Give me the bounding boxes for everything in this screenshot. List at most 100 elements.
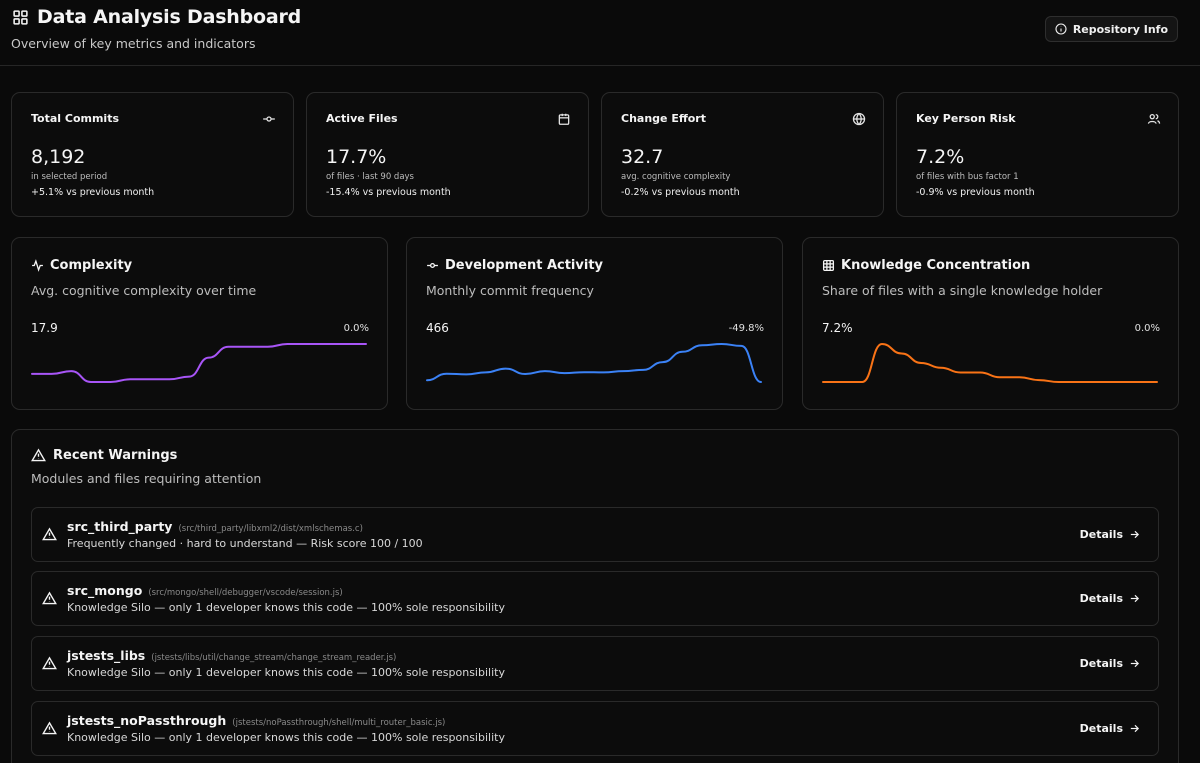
stat-delta: -15.4% vs previous month [326,187,451,198]
warning-triangle-icon [42,527,57,541]
details-label: Details [1079,657,1123,670]
sparkline-path [31,343,367,383]
chart-card-development-activity: Development Activity Monthly commit freq… [406,237,783,410]
warning-description: Knowledge Silo — only 1 developer knows … [67,731,505,744]
chart-subtitle: Avg. cognitive complexity over time [31,283,257,298]
page-title: Data Analysis Dashboard [37,6,302,28]
stat-title: Active Files [326,112,398,125]
warning-file-path: (src/third_party/libxml2/dist/xmlschemas… [178,524,363,534]
stat-note: avg. cognitive complexity [621,172,731,182]
chart-title: Complexity [50,258,133,273]
info-icon [1055,23,1067,35]
stat-title: Key Person Risk [916,112,1016,125]
stat-note: in selected period [31,172,108,182]
chart-card-knowledge-concentration: Knowledge Concentration Share of files w… [802,237,1179,410]
chart-title-row: Development Activity [426,258,603,273]
activity-icon [32,259,43,272]
warning-file-path: (jstests/noPassthrough/shell/multi_route… [232,718,446,728]
stat-card-total-commits: Total Commits 8,192 in selected period +… [11,92,294,217]
warning-description: Knowledge Silo — only 1 developer knows … [67,666,505,679]
warnings-title-row: Recent Warnings [31,448,177,463]
warning-header: jstests_noPassthrough (jstests/noPassthr… [67,713,445,728]
chart-card-complexity: Complexity Avg. cognitive complexity ove… [11,237,388,410]
title-row: Data Analysis Dashboard [12,6,301,28]
page-header: Data Analysis Dashboard Overview of key … [0,0,1200,66]
stat-title: Total Commits [31,112,120,125]
warning-description: Knowledge Silo — only 1 developer knows … [67,601,505,614]
knowledge-concentration-sparkline [822,342,1158,383]
warning-module-name: jstests_noPassthrough [67,713,227,728]
warning-item: src_mongo (src/mongo/shell/debugger/vsco… [31,571,1159,626]
stat-delta: +5.1% vs previous month [31,187,155,198]
stat-note: of files with bus factor 1 [916,172,1019,182]
warning-triangle-icon [42,721,57,735]
arrow-right-icon [1130,659,1140,668]
chart-current-value: 7.2% [822,321,853,335]
stat-value: 32.7 [621,146,664,168]
warning-triangle-icon [42,591,57,605]
details-button[interactable]: Details [1080,592,1140,605]
details-button[interactable]: Details [1080,722,1140,735]
users-icon [1147,113,1161,124]
arrow-right-icon [1130,530,1140,539]
warning-module-name: src_third_party [67,519,173,534]
warning-triangle-icon [31,448,46,462]
repository-info-button[interactable]: Repository Info [1044,16,1178,42]
chart-title: Knowledge Concentration [841,258,1031,273]
warning-module-name: jstests_libs [67,648,146,663]
chart-title: Development Activity [445,258,604,273]
development-activity-sparkline [426,342,762,383]
details-button[interactable]: Details [1080,657,1140,670]
warnings-subtitle: Modules and files requiring attention [31,471,262,486]
stat-value: 8,192 [31,146,86,168]
stat-card-change-effort: Change Effort 32.7 avg. cognitive comple… [601,92,884,217]
warning-description: Frequently changed · hard to understand … [67,537,423,550]
chart-current-value: 466 [426,321,449,335]
warning-header: src_third_party (src/third_party/libxml2… [67,519,363,534]
stat-note: of files · last 90 days [326,172,414,182]
details-button[interactable]: Details [1080,528,1140,541]
chart-change: -49.8% [728,323,764,334]
chart-current-value: 17.9 [31,321,58,335]
arrow-right-icon [1130,594,1140,603]
globe-icon [852,112,866,126]
chart-subtitle: Monthly commit frequency [426,283,594,298]
git-commit-icon [263,116,275,122]
stat-title: Change Effort [621,112,706,125]
warning-header: src_mongo (src/mongo/shell/debugger/vsco… [67,583,343,598]
calendar-icon [558,113,570,125]
chart-title-row: Complexity [31,258,132,273]
page-subtitle: Overview of key metrics and indicators [11,36,256,51]
stat-delta: -0.9% vs previous month [916,187,1035,198]
chart-subtitle: Share of files with a single knowledge h… [822,283,1103,298]
sparkline-path [426,342,762,383]
chart-change: 0.0% [1134,323,1160,334]
warning-file-path: (src/mongo/shell/debugger/vscode/session… [148,588,343,598]
dashboard-grid-icon [13,9,28,25]
recent-warnings-panel: Recent Warnings Modules and files requir… [11,429,1179,763]
warning-header: jstests_libs (jstests/libs/util/change_s… [67,648,396,663]
stat-card-active-files: Active Files 17.7% of files · last 90 da… [306,92,589,217]
details-label: Details [1079,722,1123,735]
arrow-right-icon [1130,724,1140,733]
stat-value: 7.2% [916,146,965,168]
warning-module-name: src_mongo [67,583,143,598]
warning-item: jstests_noPassthrough (jstests/noPassthr… [31,701,1159,756]
git-commit-icon [427,262,438,269]
stat-delta: -0.2% vs previous month [621,187,740,198]
stat-value: 17.7% [326,146,387,168]
warning-triangle-icon [42,656,57,670]
chart-title-row: Knowledge Concentration [822,258,1030,273]
chart-change: 0.0% [343,323,369,334]
complexity-sparkline [31,343,367,383]
repository-info-label: Repository Info [1072,22,1168,36]
details-label: Details [1079,528,1123,541]
table-grid-icon [822,259,835,272]
sparkline-path [822,342,1158,383]
warning-item: src_third_party (src/third_party/libxml2… [31,507,1159,562]
stat-card-key-person-risk: Key Person Risk 7.2% of files with bus f… [896,92,1179,217]
details-label: Details [1079,592,1123,605]
warning-item: jstests_libs (jstests/libs/util/change_s… [31,636,1159,691]
warnings-title: Recent Warnings [53,448,178,463]
warning-file-path: (jstests/libs/util/change_stream/change_… [151,653,397,663]
